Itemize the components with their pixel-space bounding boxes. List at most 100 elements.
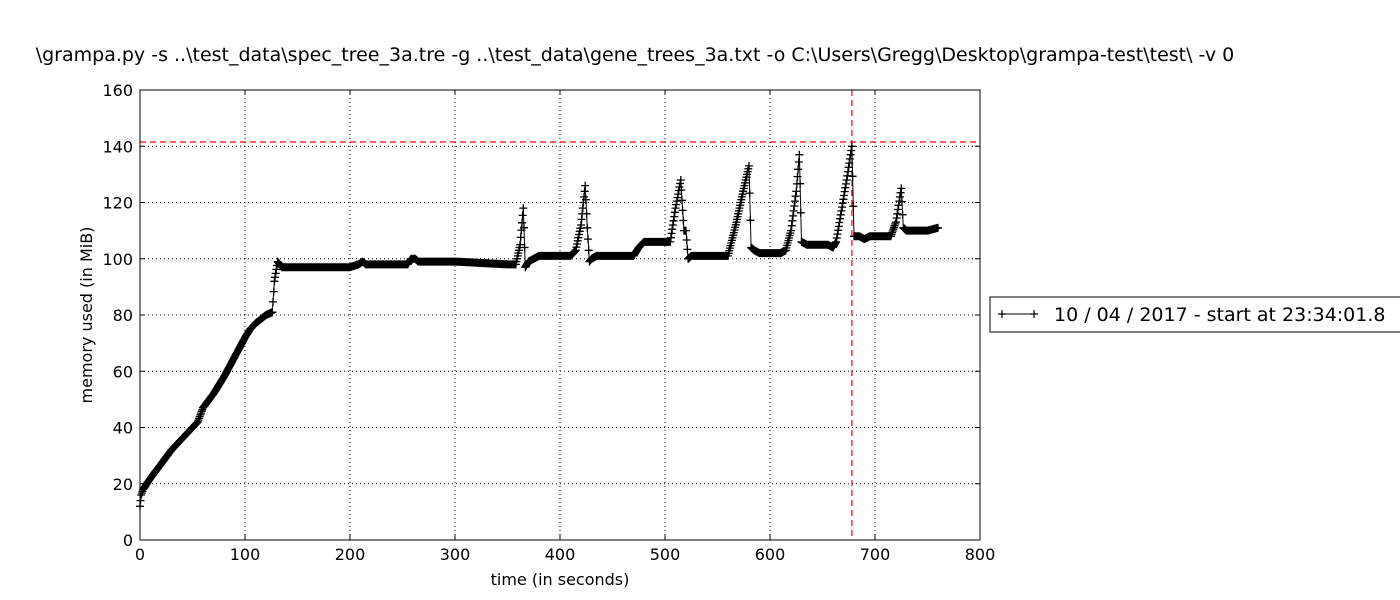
y-tick-label: 100	[102, 250, 133, 269]
y-tick-label: 0	[123, 531, 133, 550]
data-point	[249, 328, 252, 330]
data-point	[902, 226, 905, 229]
data-point	[687, 257, 689, 260]
data-point	[905, 229, 908, 232]
data-point	[149, 477, 152, 479]
data-point	[361, 260, 364, 263]
data-point	[191, 426, 194, 429]
axis-ticks: 0 100 200 300 400 500 600 700 800 0 20 40 60 80 100 120…	[102, 81, 995, 564]
data-point	[538, 255, 540, 257]
data-point	[548, 255, 551, 257]
data-point	[364, 263, 367, 266]
x-tick-label: 600	[755, 545, 786, 564]
data-point	[370, 263, 372, 266]
series-markers	[136, 142, 942, 511]
data-point	[271, 311, 274, 314]
legend-label: 10 / 04 / 2017 - start at 23:34:01.8	[1054, 304, 1386, 326]
y-tick-label: 120	[102, 194, 133, 213]
x-tick-label: 500	[650, 545, 681, 564]
data-point	[695, 255, 698, 257]
data-point	[895, 221, 897, 224]
y-tick-label: 60	[113, 362, 133, 381]
data-point	[406, 263, 409, 266]
x-axis-label: time (in seconds)	[491, 570, 630, 589]
data-point	[669, 241, 672, 243]
data-point	[795, 190, 798, 193]
data-point	[265, 314, 267, 316]
data-point	[524, 266, 527, 269]
data-point	[851, 145, 853, 148]
data-point	[779, 252, 782, 255]
data-point	[840, 210, 843, 212]
data-point	[805, 243, 808, 246]
y-tick-label: 140	[102, 137, 133, 156]
data-point	[522, 207, 525, 210]
grid	[140, 90, 980, 540]
data-point	[664, 241, 666, 243]
x-tick-label: 200	[335, 545, 366, 564]
data-point	[584, 184, 587, 187]
data-point	[926, 229, 929, 232]
data-point	[569, 255, 572, 257]
data-point	[586, 226, 589, 229]
y-tick-label: 20	[113, 475, 133, 494]
data-point	[798, 153, 801, 156]
data-point	[233, 356, 236, 359]
data-point	[273, 280, 276, 283]
data-point	[506, 263, 509, 266]
series-line	[139, 146, 939, 507]
data-point	[140, 494, 143, 496]
data-point	[742, 187, 745, 190]
data-point	[750, 246, 752, 249]
x-tick-label: 100	[230, 545, 261, 564]
data-point	[142, 488, 145, 491]
x-tick-label: 700	[860, 545, 891, 564]
data-point	[349, 266, 351, 269]
data-point	[685, 229, 687, 232]
data-point	[276, 260, 279, 263]
data-point	[590, 257, 593, 260]
data-point	[580, 224, 582, 226]
data-point	[357, 263, 360, 266]
data-point	[858, 235, 861, 238]
data-point	[784, 249, 787, 252]
data-point	[160, 463, 162, 465]
data-point	[735, 221, 738, 224]
data-point	[286, 266, 288, 269]
data-point	[181, 437, 183, 440]
data-point	[832, 246, 834, 249]
data-point	[527, 260, 530, 263]
data-point	[196, 421, 199, 423]
data-point	[748, 165, 750, 167]
data-point	[863, 238, 866, 241]
data-point	[727, 255, 729, 257]
data-point	[595, 255, 598, 257]
data-point	[417, 260, 420, 263]
data-point	[835, 241, 837, 243]
data-point	[916, 229, 918, 232]
data-point	[889, 235, 892, 238]
data-point	[574, 249, 577, 252]
data-point	[637, 246, 640, 249]
data-point	[278, 263, 281, 266]
x-tick-label: 400	[545, 545, 576, 564]
data-point	[674, 207, 677, 210]
data-point	[790, 229, 792, 232]
data-point	[601, 255, 603, 257]
data-point	[643, 241, 645, 243]
data-point	[679, 179, 682, 181]
data-point	[223, 376, 225, 378]
data-point	[244, 336, 246, 339]
x-tick-label: 300	[440, 545, 471, 564]
data-point	[202, 406, 204, 409]
data-point	[826, 243, 829, 246]
series-layer	[136, 142, 942, 511]
data-point	[753, 249, 756, 252]
data-point	[414, 257, 416, 260]
data-point	[800, 241, 803, 243]
data-point	[410, 257, 412, 260]
data-point	[515, 263, 517, 266]
data-point	[212, 392, 215, 395]
data-point	[280, 266, 283, 269]
